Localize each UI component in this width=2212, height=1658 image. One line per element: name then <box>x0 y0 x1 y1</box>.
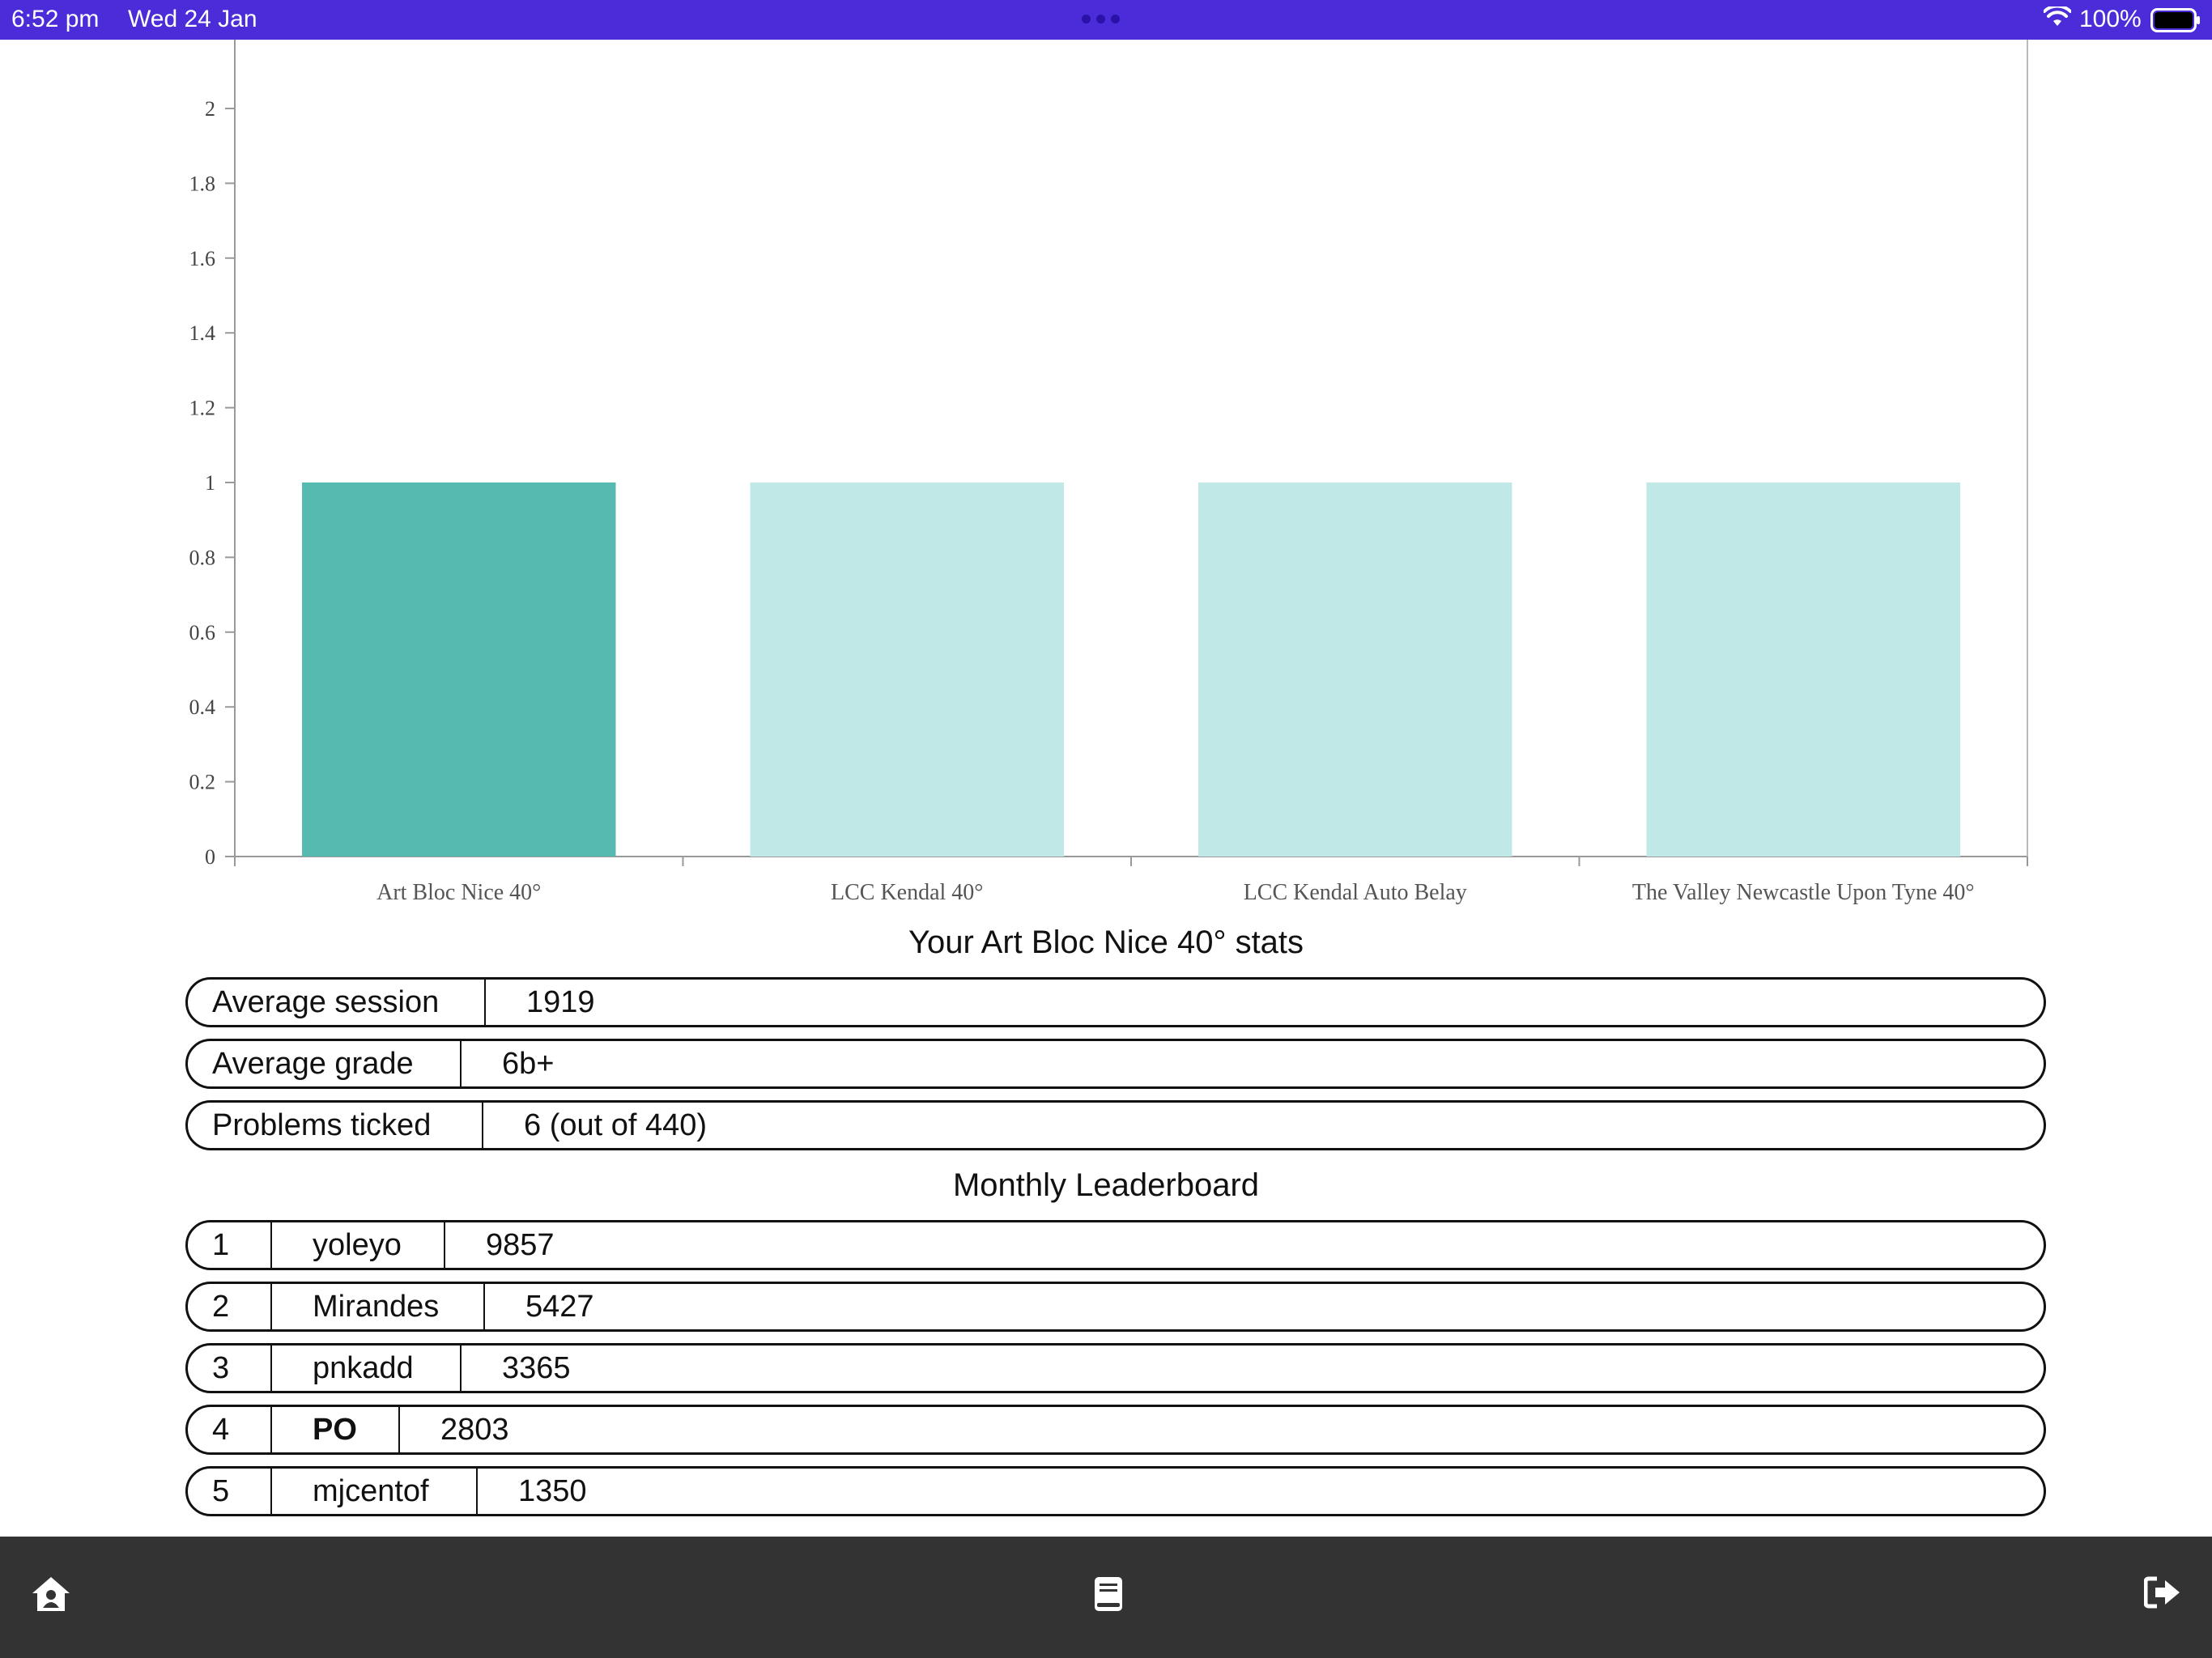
leaderboard-row: 2 Mirandes 5427 <box>185 1282 2046 1332</box>
x-category-label: LCC Kendal Auto Belay <box>1244 880 1467 905</box>
bar-chart: 0 0.2 0.4 0.6 0.8 1 1.2 1.4 1.6 1.8 2 Art Bloc Nice… <box>0 40 2212 930</box>
leaderboard-score: 3365 <box>502 1350 571 1385</box>
bar <box>1198 483 1512 857</box>
y-tick-label: 1.4 <box>189 321 216 345</box>
x-category-label: The Valley Newcastle Upon Tyne 40° <box>1632 880 1975 905</box>
status-time: 6:52 pm <box>11 6 100 32</box>
leaderboard-name: Mirandes <box>272 1284 485 1329</box>
y-tick-label: 0.6 <box>189 621 216 644</box>
leaderboard-name: mjcentof <box>272 1469 478 1514</box>
leaderboard-name-current-user: PO <box>272 1407 400 1452</box>
battery-icon <box>2150 8 2200 32</box>
multitasking-dots-icon[interactable] <box>1082 15 1120 23</box>
y-tick-label: 0.2 <box>189 771 216 794</box>
y-tick-label: 1.8 <box>189 172 216 195</box>
home-icon[interactable] <box>31 1575 71 1613</box>
y-tick-label: 0 <box>205 845 215 869</box>
y-tick-label: 1.6 <box>189 247 216 270</box>
leaderboard-title: Monthly Leaderboard <box>952 1167 1260 1203</box>
leaderboard-row: 4 PO 2803 <box>185 1405 2046 1455</box>
stat-row-average-grade: Average grade 6b+ <box>185 1039 2046 1089</box>
y-tick-label: 0.4 <box>189 695 216 719</box>
leaderboard-score: 1350 <box>518 1473 587 1508</box>
book-icon[interactable] <box>1093 1575 1124 1613</box>
leaderboard-rank: 3 <box>188 1346 272 1391</box>
leaderboard-score: 2803 <box>440 1412 509 1447</box>
stat-value: 1919 <box>526 984 595 1019</box>
y-tick-label: 2 <box>205 97 215 121</box>
stat-value: 6b+ <box>502 1046 555 1081</box>
stat-label: Average grade <box>188 1041 462 1086</box>
stat-label: Average session <box>188 980 486 1025</box>
logout-icon[interactable] <box>2144 1575 2181 1609</box>
status-date: Wed 24 Jan <box>128 6 257 32</box>
bar <box>302 483 616 857</box>
leaderboard-rank: 4 <box>188 1407 272 1452</box>
leaderboard-row: 5 mjcentof 1350 <box>185 1466 2046 1516</box>
leaderboard-name: pnkadd <box>272 1346 462 1391</box>
x-category-label: Art Bloc Nice 40° <box>376 880 541 905</box>
x-category-label: LCC Kendal 40° <box>831 880 984 905</box>
battery-percent: 100% <box>2079 6 2142 32</box>
stats-title: Your Art Bloc Nice 40° stats <box>908 925 1304 960</box>
y-tick-label: 0.8 <box>189 546 216 569</box>
bar <box>1646 483 1960 857</box>
leaderboard-row: 1 yoleyo 9857 <box>185 1220 2046 1270</box>
chart-svg: 0 0.2 0.4 0.6 0.8 1 1.2 1.4 1.6 1.8 2 Art Bloc Nice… <box>189 40 2028 905</box>
leaderboard-rank: 2 <box>188 1284 272 1329</box>
stat-value: 6 (out of 440) <box>524 1107 708 1142</box>
stat-row-average-session: Average session 1919 <box>185 977 2046 1027</box>
leaderboard-name: yoleyo <box>272 1222 445 1268</box>
status-bar: 6:52 pm Wed 24 Jan 100% <box>0 0 2212 40</box>
bottom-nav-bar <box>0 1537 2212 1658</box>
y-tick-label: 1.2 <box>189 397 216 420</box>
leaderboard-rank: 5 <box>188 1469 272 1514</box>
leaderboard-row: 3 pnkadd 3365 <box>185 1343 2046 1393</box>
leaderboard-rank: 1 <box>188 1222 272 1268</box>
stat-row-problems-ticked: Problems ticked 6 (out of 440) <box>185 1100 2046 1150</box>
leaderboard-score: 5427 <box>525 1289 594 1324</box>
stat-label: Problems ticked <box>188 1103 483 1148</box>
wifi-icon <box>2044 6 2071 26</box>
y-tick-label: 1 <box>205 471 215 495</box>
leaderboard-score: 9857 <box>486 1227 555 1262</box>
bar <box>750 483 1064 857</box>
